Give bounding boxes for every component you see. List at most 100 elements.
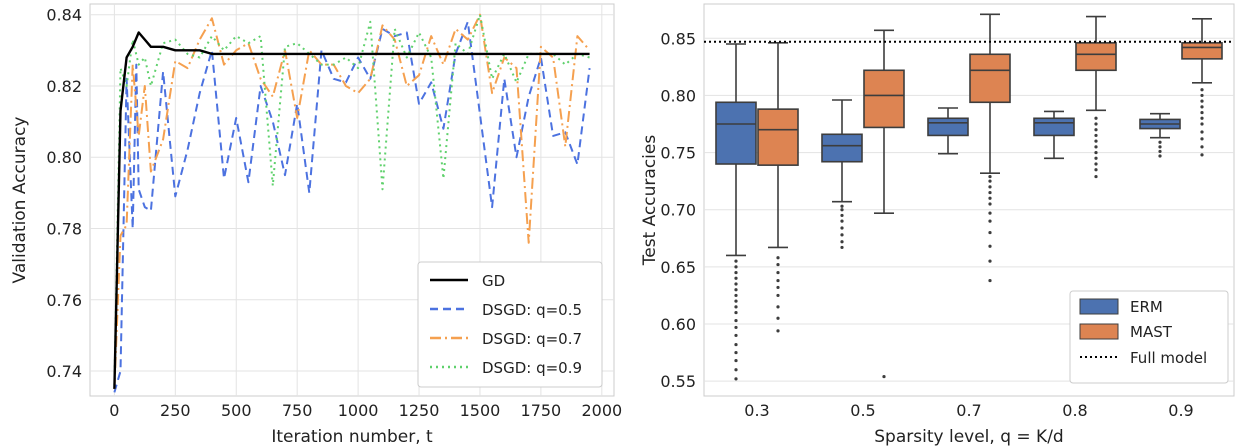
outlier-point (776, 256, 780, 260)
box-mast-0.5 (863, 29, 905, 379)
outlier-point (840, 213, 844, 218)
outlier-point (988, 190, 992, 195)
outlier-point (1158, 154, 1162, 158)
outlier-point (840, 208, 844, 212)
outlier-point (734, 333, 738, 338)
legend-box (417, 261, 603, 388)
outlier-point (1200, 130, 1204, 134)
outlier-point (734, 368, 738, 372)
outlier-point (734, 288, 738, 292)
series-line-1 (113, 20, 591, 393)
outlier-point (988, 259, 992, 263)
outlier-point (776, 262, 780, 267)
test-accuracies-boxplot: 0.55 0.60 0.65 0.70 0.75 0.80 0.85 0.3 0.5 0.7 0.8… (640, 3, 1235, 447)
x-tick-label: 500 (221, 401, 252, 420)
y-tick-label: 0.70 (660, 201, 696, 220)
legend-label: DSGD: q=0.9 (482, 359, 582, 377)
outlier-point (1094, 116, 1098, 120)
outlier-point (1094, 168, 1098, 172)
legend-label: ERM (1130, 298, 1163, 316)
series-line-0 (113, 31, 590, 389)
outlier-point (988, 202, 992, 206)
x-tick-label: 0.3 (744, 401, 769, 420)
outlier-point (1094, 145, 1098, 149)
x-axis-label: Iteration number, t (271, 427, 433, 447)
outlier-point (776, 293, 780, 298)
y-tick-label: 0.55 (660, 372, 696, 391)
outlier-point (734, 305, 738, 309)
box-erm-0.7 (927, 107, 969, 155)
outlier-point (734, 318, 738, 323)
outlier-point (840, 233, 844, 237)
y-tick-label: 0.78 (46, 220, 82, 239)
x-tick-label: 0.5 (850, 401, 875, 420)
outlier-point (734, 293, 738, 298)
outlier-point (1200, 105, 1204, 109)
outlier-point (734, 358, 738, 363)
outlier-point (1200, 93, 1204, 98)
outlier-point (988, 278, 992, 283)
outlier-point (840, 219, 844, 223)
box-erm-0.5 (821, 99, 863, 250)
outlier-point (776, 270, 780, 275)
legend-label: DSGD: q=0.7 (482, 330, 582, 348)
box-mast-0.8 (1075, 15, 1117, 179)
outlier-point (776, 278, 780, 283)
outlier-point (1094, 133, 1098, 138)
outlier-point (1094, 162, 1098, 166)
outlier-point (1158, 145, 1162, 149)
y-tick-label: 0.85 (660, 29, 696, 48)
series-line-3 (113, 13, 590, 386)
legend-label: MAST (1130, 323, 1173, 341)
x-tick-label: 2000 (581, 401, 622, 420)
outlier-point (988, 185, 992, 189)
outlier-point (1158, 149, 1162, 154)
outlier-point (1094, 150, 1098, 155)
x-tick-label: 1500 (460, 401, 501, 420)
outlier-point (1200, 137, 1204, 141)
outlier-point (734, 270, 738, 275)
y-tick-label: 0.82 (46, 77, 82, 96)
outlier-point (988, 174, 992, 179)
box-mast-0.7 (969, 13, 1011, 283)
outlier-point (734, 310, 738, 315)
y-tick-label: 0.84 (46, 6, 82, 25)
x-axis-label: Sparsity level, q = K/d (874, 427, 1063, 447)
outlier-point (1200, 88, 1204, 92)
x-tick-label: 1750 (521, 401, 562, 420)
box-body (1075, 42, 1117, 72)
outlier-point (1200, 122, 1204, 126)
outlier-point (988, 179, 992, 183)
outlier-point (734, 342, 738, 347)
x-tick-label: 1250 (399, 401, 440, 420)
box-body (927, 117, 969, 137)
outlier-point (1094, 128, 1098, 132)
legend-label: GD (482, 272, 505, 290)
x-tick-label: 1000 (338, 401, 379, 420)
outlier-point (1094, 139, 1098, 143)
box-mast-0.9 (1181, 18, 1223, 157)
outlier-point (882, 374, 886, 379)
box-body (863, 69, 905, 129)
outlier-point (1094, 174, 1098, 179)
box-erm-0.9 (1139, 112, 1181, 158)
y-tick-label: 0.60 (660, 315, 696, 334)
legend-swatch (1079, 298, 1119, 315)
outlier-point (840, 245, 844, 250)
y-axis-label: Validation Accuracy (10, 117, 30, 284)
outlier-point (1094, 156, 1098, 160)
outlier-point (734, 265, 738, 269)
y-tick-label: 0.76 (46, 291, 82, 310)
box-erm-0.3 (715, 43, 757, 381)
outlier-point (988, 230, 992, 235)
box-body (1033, 117, 1075, 137)
outlier-point (1200, 110, 1204, 115)
x-tick-label: 0.7 (956, 401, 981, 420)
outlier-point (734, 276, 738, 280)
box-body (1181, 42, 1223, 60)
legend-swatch (1079, 323, 1119, 340)
outlier-point (1200, 153, 1204, 157)
outlier-point (734, 377, 738, 381)
box-body (969, 53, 1011, 104)
x-tick-label: 250 (160, 401, 191, 420)
